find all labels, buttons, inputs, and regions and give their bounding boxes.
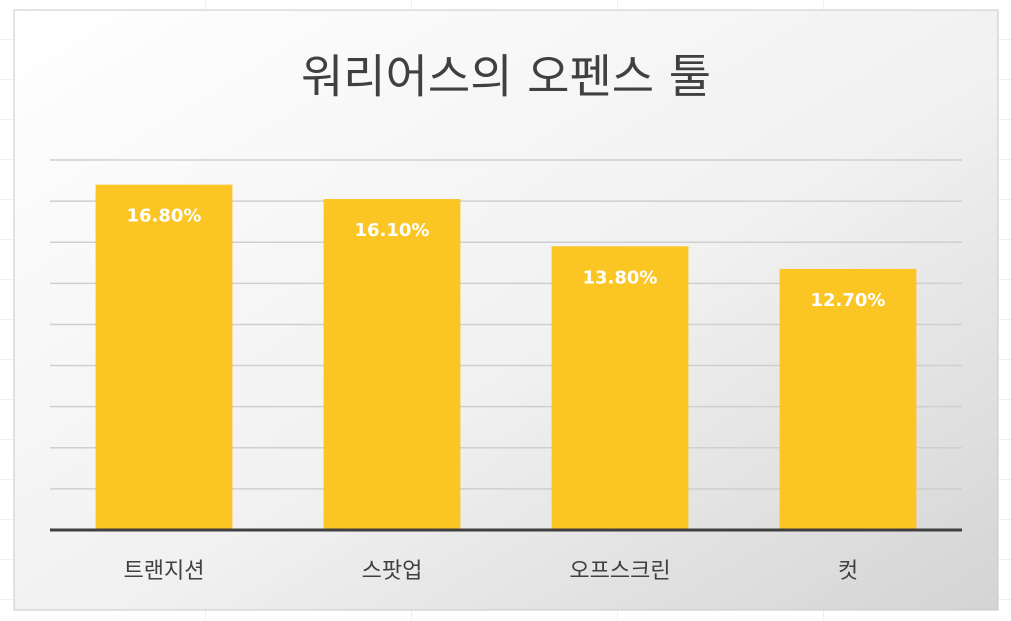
bar [323, 199, 461, 531]
chart-title: 워리어스의 오펜스 툴 [301, 50, 711, 104]
data-label: 13.80% [583, 267, 658, 288]
bar [95, 184, 233, 530]
data-label: 16.80% [127, 206, 202, 227]
x-tick-label: 오프스크린 [569, 559, 670, 584]
x-tick-label: 트랜지션 [124, 559, 205, 584]
bar [551, 246, 689, 531]
data-label: 16.10% [355, 220, 430, 241]
data-label: 12.70% [811, 290, 886, 311]
bar [779, 268, 917, 530]
x-tick-label: 컷 [838, 559, 858, 584]
x-tick-label: 스팟업 [362, 559, 423, 584]
